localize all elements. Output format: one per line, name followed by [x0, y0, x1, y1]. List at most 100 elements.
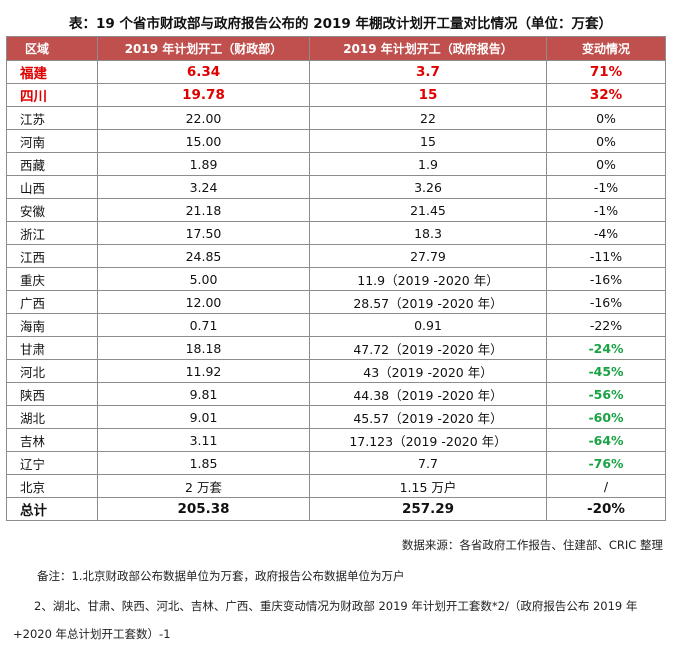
table-row: 江西 24.85 27.79 -11% [6, 244, 666, 268]
cell-region: 四川 [6, 83, 98, 107]
cell-mof-plan: 22.00 [97, 106, 310, 130]
cell-region: 吉林 [6, 428, 98, 452]
cell-gov-plan: 28.57（2019 -2020 年） [309, 290, 547, 314]
cell-change: -20% [546, 497, 666, 521]
table-row: 江苏 22.00 22 0% [6, 106, 666, 130]
cell-gov-plan: 0.91 [309, 313, 547, 337]
cell-change: 0% [546, 129, 666, 153]
cell-gov-plan: 22 [309, 106, 547, 130]
cell-mof-plan: 17.50 [97, 221, 310, 245]
table-header-row: 区域 2019 年计划开工（财政部） 2019 年计划开工（政府报告） 变动情况 [6, 36, 666, 61]
comparison-table: 区域 2019 年计划开工（财政部） 2019 年计划开工（政府报告） 变动情况… [6, 36, 666, 521]
table-row: 吉林 3.11 17.123（2019 -2020 年） -64% [6, 428, 666, 452]
table-row: 河南 15.00 15 0% [6, 129, 666, 153]
cell-mof-plan: 9.01 [97, 405, 310, 429]
cell-region: 江西 [6, 244, 98, 268]
cell-change: -76% [546, 451, 666, 475]
cell-region: 北京 [6, 474, 98, 498]
cell-mof-plan: 15.00 [97, 129, 310, 153]
cell-change: -1% [546, 198, 666, 222]
cell-mof-plan: 3.24 [97, 175, 310, 199]
cell-region: 河北 [6, 359, 98, 383]
cell-change: -11% [546, 244, 666, 268]
cell-region: 海南 [6, 313, 98, 337]
cell-change: -56% [546, 382, 666, 406]
table-row: 海南 0.71 0.91 -22% [6, 313, 666, 337]
header-change: 变动情况 [546, 36, 666, 61]
cell-gov-plan: 1.15 万户 [309, 474, 547, 498]
table-row: 河北 11.92 43（2019 -2020 年） -45% [6, 359, 666, 383]
cell-change: -1% [546, 175, 666, 199]
header-region: 区域 [6, 36, 98, 61]
cell-gov-plan: 45.57（2019 -2020 年） [309, 405, 547, 429]
note-line-2: 2、湖北、甘肃、陕西、河北、吉林、广西、重庆变动情况为财政部 2019 年计划开… [34, 599, 638, 613]
cell-gov-plan: 257.29 [309, 497, 547, 521]
cell-region: 湖北 [6, 405, 98, 429]
cell-mof-plan: 19.78 [97, 83, 310, 107]
cell-mof-plan: 21.18 [97, 198, 310, 222]
cell-change: 0% [546, 106, 666, 130]
note-line-3: +2020 年总计划开工套数）-1 [13, 627, 171, 641]
header-mof-plan: 2019 年计划开工（财政部） [97, 36, 310, 61]
cell-region: 总计 [6, 497, 98, 521]
table-row: 广西 12.00 28.57（2019 -2020 年） -16% [6, 290, 666, 314]
cell-change: -22% [546, 313, 666, 337]
cell-gov-plan: 15 [309, 129, 547, 153]
table-row: 山西 3.24 3.26 -1% [6, 175, 666, 199]
cell-change: 71% [546, 60, 666, 84]
table-row: 总计 205.38 257.29 -20% [6, 497, 666, 521]
cell-gov-plan: 44.38（2019 -2020 年） [309, 382, 547, 406]
table-row: 福建 6.34 3.7 71% [6, 60, 666, 84]
cell-region: 河南 [6, 129, 98, 153]
table-row: 北京 2 万套 1.15 万户 / [6, 474, 666, 498]
cell-mof-plan: 18.18 [97, 336, 310, 360]
cell-mof-plan: 1.89 [97, 152, 310, 176]
cell-gov-plan: 1.9 [309, 152, 547, 176]
cell-mof-plan: 1.85 [97, 451, 310, 475]
table-row: 湖北 9.01 45.57（2019 -2020 年） -60% [6, 405, 666, 429]
cell-change: -16% [546, 290, 666, 314]
cell-change: -4% [546, 221, 666, 245]
cell-gov-plan: 27.79 [309, 244, 547, 268]
cell-gov-plan: 18.3 [309, 221, 547, 245]
cell-gov-plan: 7.7 [309, 451, 547, 475]
cell-region: 江苏 [6, 106, 98, 130]
cell-change: -24% [546, 336, 666, 360]
cell-gov-plan: 43（2019 -2020 年） [309, 359, 547, 383]
table-title: 表：19 个省市财政部与政府报告公布的 2019 年棚改计划开工量对比情况（单位… [69, 16, 612, 32]
cell-change: / [546, 474, 666, 498]
cell-gov-plan: 47.72（2019 -2020 年） [309, 336, 547, 360]
cell-region: 广西 [6, 290, 98, 314]
cell-mof-plan: 2 万套 [97, 474, 310, 498]
table-row: 四川 19.78 15 32% [6, 83, 666, 107]
cell-gov-plan: 17.123（2019 -2020 年） [309, 428, 547, 452]
cell-mof-plan: 0.71 [97, 313, 310, 337]
cell-mof-plan: 5.00 [97, 267, 310, 291]
cell-gov-plan: 11.9（2019 -2020 年） [309, 267, 547, 291]
cell-mof-plan: 12.00 [97, 290, 310, 314]
cell-region: 西藏 [6, 152, 98, 176]
cell-region: 甘肃 [6, 336, 98, 360]
cell-mof-plan: 11.92 [97, 359, 310, 383]
table-row: 安徽 21.18 21.45 -1% [6, 198, 666, 222]
cell-region: 安徽 [6, 198, 98, 222]
cell-change: -45% [546, 359, 666, 383]
cell-region: 陕西 [6, 382, 98, 406]
cell-mof-plan: 205.38 [97, 497, 310, 521]
cell-gov-plan: 15 [309, 83, 547, 107]
table-body: 福建 6.34 3.7 71% 四川 19.78 15 32% 江苏 22.00 22 0% 河南 15.… [6, 60, 666, 521]
cell-mof-plan: 3.11 [97, 428, 310, 452]
table-row: 陕西 9.81 44.38（2019 -2020 年） -56% [6, 382, 666, 406]
table-row: 甘肃 18.18 47.72（2019 -2020 年） -24% [6, 336, 666, 360]
cell-change: 32% [546, 83, 666, 107]
cell-region: 浙江 [6, 221, 98, 245]
cell-region: 山西 [6, 175, 98, 199]
cell-region: 福建 [6, 60, 98, 84]
table-row: 辽宁 1.85 7.7 -76% [6, 451, 666, 475]
cell-change: 0% [546, 152, 666, 176]
cell-region: 重庆 [6, 267, 98, 291]
cell-mof-plan: 9.81 [97, 382, 310, 406]
cell-mof-plan: 24.85 [97, 244, 310, 268]
note-line-1: 备注：1.北京财政部公布数据单位为万套，政府报告公布数据单位为万户 [37, 569, 405, 583]
table-row: 浙江 17.50 18.3 -4% [6, 221, 666, 245]
